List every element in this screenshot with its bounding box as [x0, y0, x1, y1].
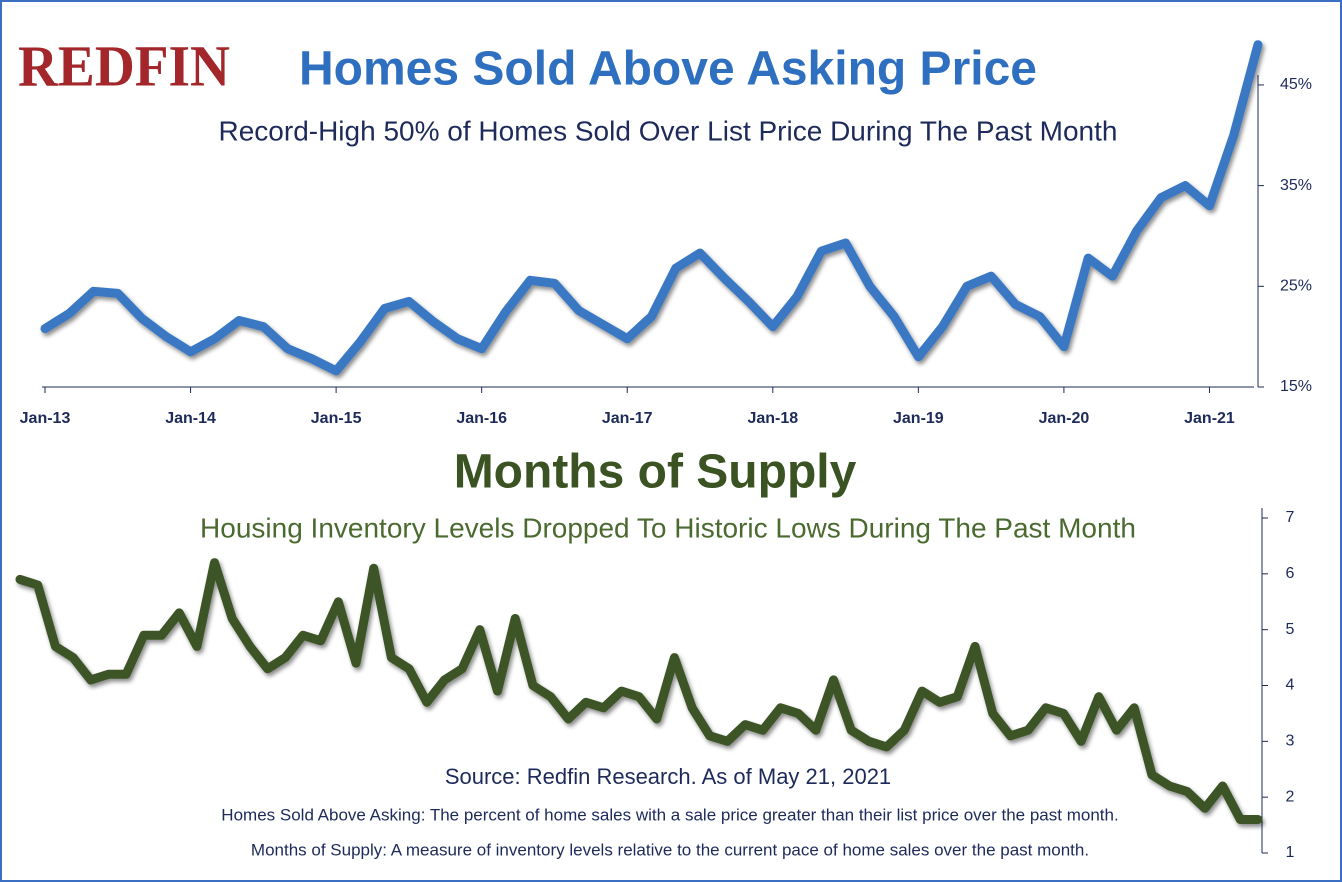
- x-tick-label: Jan-20: [1039, 410, 1090, 427]
- y-tick-label: 35%: [1280, 177, 1312, 194]
- x-tick-label: Jan-17: [602, 410, 653, 427]
- x-tick-label: Jan-15: [311, 410, 362, 427]
- logo: REDFIN: [18, 33, 230, 98]
- note: Homes Sold Above Asking: The percent of …: [221, 805, 1118, 824]
- x-tick-label: Jan-13: [20, 410, 71, 427]
- data-line: [40, 40, 1263, 376]
- data-line: [15, 558, 1263, 824]
- chart-title: Months of Supply: [454, 446, 857, 499]
- y-tick-label: 2: [1286, 788, 1295, 805]
- x-tick-label: Jan-21: [1184, 410, 1235, 427]
- chart-subtitle: Housing Inventory Levels Dropped To Hist…: [200, 512, 1136, 543]
- note: Months of Supply: A measure of inventory…: [251, 840, 1089, 859]
- x-tick-label: Jan-19: [893, 410, 944, 427]
- x-tick-label: Jan-14: [165, 410, 216, 427]
- chart-subtitle: Record-High 50% of Homes Sold Over List …: [219, 115, 1118, 146]
- source: Source: Redfin Research. As of May 21, 2…: [445, 764, 891, 789]
- y-tick-label: 1: [1286, 844, 1295, 861]
- y-tick-label: 45%: [1280, 76, 1312, 93]
- y-tick-label: 5: [1286, 621, 1295, 638]
- y-tick-label: 6: [1286, 565, 1295, 582]
- chart-title: Homes Sold Above Asking Price: [299, 43, 1037, 96]
- y-tick-label: 4: [1286, 677, 1295, 694]
- y-tick-label: 7: [1286, 509, 1295, 526]
- x-tick-label: Jan-16: [456, 410, 507, 427]
- y-tick-label: 3: [1286, 733, 1295, 750]
- y-tick-label: 15%: [1280, 378, 1312, 395]
- x-tick-label: Jan-18: [747, 410, 798, 427]
- y-tick-label: 25%: [1280, 278, 1312, 295]
